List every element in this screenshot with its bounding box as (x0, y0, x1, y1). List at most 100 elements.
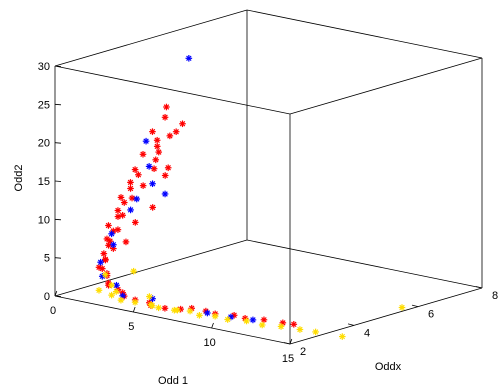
z-tick (54, 257, 62, 259)
data-point-series-3 (117, 296, 125, 304)
data-point-series-3 (243, 317, 250, 325)
data-point-series-2 (133, 195, 141, 203)
data-point-series-3 (174, 306, 181, 314)
data-point-series-1 (127, 185, 134, 192)
z-axis-label: Odd2 (13, 165, 25, 192)
data-point-series-1 (155, 148, 163, 156)
y-tick (475, 286, 483, 289)
data-point-series-3 (296, 326, 304, 333)
x-tick (289, 338, 293, 345)
x-tick-label: 10 (204, 337, 216, 349)
data-point-series-1 (164, 164, 172, 172)
box-edge (289, 287, 483, 345)
data-point-series-2 (161, 190, 169, 198)
data-point-series-1 (131, 166, 139, 173)
y-tick (347, 323, 355, 326)
data-point-series-2 (204, 309, 211, 317)
data-point-series-1 (95, 264, 103, 271)
data-point-series-1 (114, 207, 122, 214)
data-point-series-1 (100, 250, 108, 257)
data-point-series-3 (102, 271, 109, 278)
data-point-series-1 (128, 194, 136, 202)
x-tick (211, 322, 214, 329)
data-point-series-1 (290, 321, 298, 328)
data-point-series-1 (105, 222, 112, 229)
data-point-series-1 (132, 219, 139, 226)
box-edge (54, 9, 248, 67)
data-point-series-1 (153, 136, 161, 144)
data-point-series-3 (155, 304, 162, 312)
z-tick-label: 15 (38, 176, 50, 188)
data-point-series-1 (172, 128, 180, 136)
data-point-series-2 (108, 230, 115, 238)
data-point-series-3 (130, 267, 137, 275)
x-tick (132, 306, 136, 313)
z-tick (54, 142, 62, 144)
data-point-series-2 (110, 241, 117, 249)
data-point-series-3 (398, 304, 406, 311)
z-tick (54, 218, 62, 221)
data-point-series-1 (161, 113, 169, 121)
axes-box-front (54, 57, 483, 345)
z-tick (54, 295, 62, 297)
box-edge (54, 295, 291, 345)
box-edge (289, 57, 483, 115)
z-tick (54, 65, 62, 67)
data-point-series-2 (145, 163, 153, 170)
data-point-series-1 (117, 194, 125, 201)
data-point-series-1 (102, 256, 109, 263)
data-point-series-1 (135, 171, 142, 179)
z-tick-label: 5 (44, 253, 50, 265)
data-point-series-1 (103, 235, 111, 243)
data-point-series-2 (185, 55, 193, 62)
y-tick-label: 8 (492, 290, 498, 302)
data-point-series-1 (161, 172, 169, 179)
y-axis-label: Oddx (375, 361, 402, 373)
y-tick (283, 342, 291, 345)
box-edge (54, 65, 291, 115)
data-point-series-3 (108, 291, 115, 299)
y-tick-label: 6 (428, 309, 434, 321)
data-point-series-1 (166, 132, 174, 140)
data-point-series-1 (161, 304, 169, 312)
data-point-series-1 (105, 279, 112, 287)
data-point-series-3 (211, 312, 219, 320)
data-point-series-1 (122, 238, 130, 246)
data-point-series-3 (312, 328, 319, 336)
x-tick-label: 5 (128, 321, 134, 333)
data-point-series-2 (149, 180, 156, 188)
data-point-series-1 (150, 165, 158, 173)
data-point-series-2 (142, 137, 150, 145)
z-tick (54, 180, 62, 182)
data-point-series-3 (146, 293, 153, 300)
data-point-series-1 (149, 204, 156, 211)
x-tick (54, 290, 58, 297)
data-point-series-2 (97, 258, 104, 266)
x-tick-label: 0 (50, 305, 56, 317)
z-tick-label: 20 (38, 138, 50, 150)
data-point-series-2 (249, 316, 257, 324)
z-tick-label: 30 (38, 61, 50, 73)
box-edge (54, 239, 248, 297)
axes-box-back (54, 9, 483, 297)
y-tick-label: 4 (364, 327, 370, 339)
data-point-series-3 (339, 333, 346, 340)
data-point-series-1 (139, 150, 147, 158)
box-edge (246, 9, 483, 59)
data-point-series-1 (139, 182, 147, 189)
data-point-series-3 (131, 298, 139, 306)
data-point-series-1 (127, 179, 134, 186)
data-point-series-3 (224, 316, 231, 323)
data-point-series-3 (108, 281, 115, 289)
data-point-series-3 (258, 321, 266, 329)
data-point-series-1 (152, 156, 160, 164)
data-point-series-3 (277, 323, 285, 330)
data-point-series-1 (260, 316, 268, 324)
data-point-series-1 (153, 143, 161, 150)
data-point-series-1 (120, 199, 128, 206)
axis-ticks: 0 5 10 15 20 25 30 0 5 10 15 2 4 6 8 (38, 61, 498, 365)
data-point-series-3 (148, 302, 156, 310)
y-tick (411, 304, 419, 308)
z-tick-label: 25 (38, 99, 50, 111)
